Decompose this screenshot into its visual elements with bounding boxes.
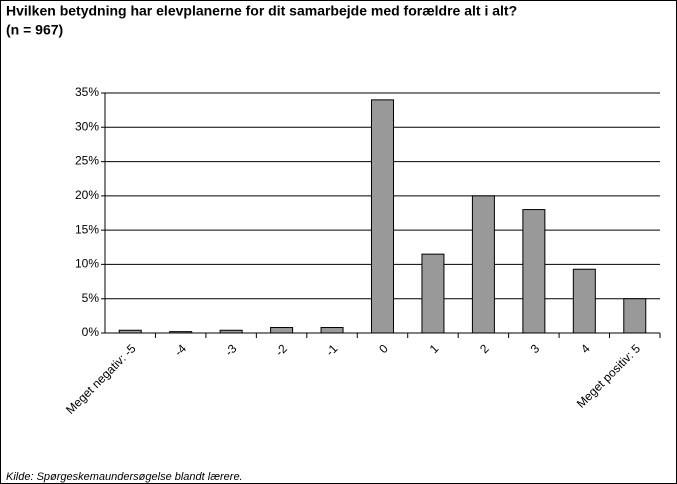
bar [371,99,394,334]
bar [320,327,344,334]
y-tick-label: 30% [75,119,99,133]
bar [118,329,142,334]
y-tick-label: 35% [75,85,99,99]
source: Kilde: Spørgeskemaundersøgelse blandt læ… [6,471,243,483]
chart-subtitle: (n = 967) [6,22,63,38]
bar [572,268,596,334]
y-tick-label: 25% [75,154,99,168]
bar [522,209,546,334]
y-tick-label: 5% [82,291,100,305]
bar [421,253,445,334]
bar [270,327,294,334]
y-tick-label: 0% [82,325,100,339]
bar [219,329,243,334]
bar [169,331,193,334]
chart-title: Hvilken betydning har elevplanerne for d… [6,3,517,19]
bar [623,298,647,334]
y-tick-label: 20% [75,188,99,202]
bar [471,195,495,334]
y-tick-label: 10% [75,257,99,271]
y-tick-label: 15% [75,222,99,236]
